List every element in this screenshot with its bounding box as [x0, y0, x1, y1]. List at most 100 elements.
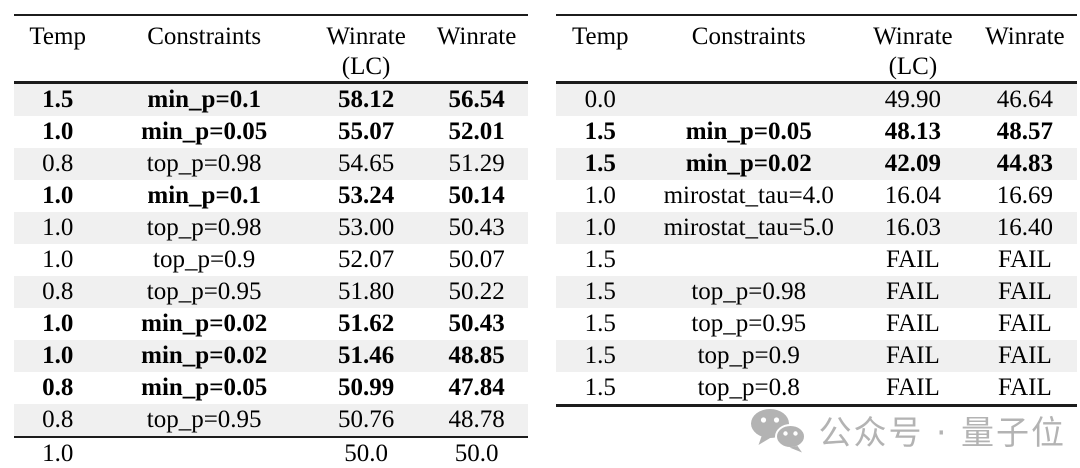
- cell-constraints: min_p=0.02: [141, 342, 268, 369]
- table-row: 0.8 top_p=0.95 51.80 50.22: [14, 276, 528, 308]
- cell-temp: 1.5: [42, 86, 74, 113]
- cell-constraints: min_p=0.05: [141, 374, 268, 401]
- cell-winrate: 56.54: [448, 86, 505, 113]
- cell-temp: 1.5: [584, 246, 616, 273]
- cell-winrate_lc: 16.04: [884, 182, 941, 209]
- cell-temp: 1.0: [42, 118, 74, 145]
- cell-winrate_lc: 50.0: [306, 436, 426, 468]
- cell-temp: 1.0: [42, 182, 74, 209]
- cell-temp: 0.8: [42, 374, 74, 401]
- cell-winrate_lc: 54.65: [337, 150, 395, 177]
- cell-winrate: 50.14: [448, 182, 505, 209]
- cell-temp: 1.0: [42, 246, 74, 273]
- cell-winrate: 16.40: [996, 214, 1054, 241]
- cell-winrate: 50.43: [448, 214, 505, 241]
- column-header: Winrate: [425, 15, 528, 84]
- cell-winrate_lc: FAIL: [886, 246, 940, 273]
- cell-winrate_lc: 58.12: [337, 86, 395, 113]
- table-row: 0.8 min_p=0.05 50.99 47.84: [14, 372, 528, 404]
- cell-winrate: 52.01: [448, 118, 505, 145]
- watermark: 公众号 · 量子位: [749, 406, 1066, 454]
- cell-constraints: min_p=0.05: [685, 118, 812, 145]
- cell-winrate_lc: 51.62: [337, 310, 395, 337]
- cell-winrate: 50.43: [448, 310, 505, 337]
- cell-winrate: FAIL: [998, 374, 1052, 401]
- cell-winrate_lc: FAIL: [886, 374, 940, 401]
- cell-constraints: min_p=0.02: [141, 310, 268, 337]
- cell-winrate_lc: 49.90: [884, 86, 941, 113]
- table-row: 1.0 top_p=0.9 52.07 50.07: [14, 244, 528, 276]
- cell-temp: 1.5: [584, 342, 616, 369]
- cell-constraints: top_p=0.98: [146, 214, 262, 241]
- cell-winrate_lc: 42.09: [884, 150, 941, 177]
- cell-constraints: top_p=0.9: [697, 342, 800, 369]
- cell-constraints: [645, 83, 853, 117]
- cell-temp: 1.0: [584, 182, 616, 209]
- table-row: 1.0 50.0 50.0: [14, 436, 528, 468]
- cell-constraints: [645, 244, 853, 276]
- cell-winrate: 50.0: [425, 436, 528, 468]
- cell-temp: 1.5: [584, 310, 616, 337]
- cell-winrate_lc: FAIL: [886, 278, 940, 305]
- cell-winrate: 48.57: [996, 118, 1054, 145]
- cell-constraints: top_p=0.8: [697, 374, 800, 401]
- cell-constraints: min_p=0.05: [141, 118, 268, 145]
- cell-winrate: 46.64: [996, 86, 1054, 113]
- table-row: 1.5 top_p=0.98 FAIL FAIL: [556, 276, 1077, 308]
- table-row: 1.5 min_p=0.05 48.13 48.57: [556, 116, 1077, 148]
- table-row: 1.0 min_p=0.02 51.46 48.85: [14, 340, 528, 372]
- cell-constraints: [101, 436, 307, 468]
- cell-temp: 1.5: [584, 374, 616, 401]
- cell-constraints: mirostat_tau=4.0: [663, 182, 834, 209]
- cell-winrate_lc: 55.07: [337, 118, 395, 145]
- winrate-table-right: Temp Constraints Winrate (LC) Winrate 0.0 49.…: [556, 14, 1077, 407]
- table-row: 1.0 min_p=0.05 55.07 52.01: [14, 116, 528, 148]
- header-row: Temp Constraints Winrate (LC) Winrate: [14, 15, 528, 84]
- cell-winrate_lc: 52.07: [337, 246, 395, 273]
- cell-winrate_lc: 51.46: [337, 342, 395, 369]
- cell-constraints: mirostat_tau=5.0: [663, 214, 834, 241]
- table-row: 1.0 min_p=0.1 53.24 50.14: [14, 180, 528, 212]
- column-header: Temp: [14, 15, 102, 84]
- cell-winrate: 50.22: [448, 278, 505, 305]
- column-header: Winrate (LC): [852, 15, 973, 84]
- cell-constraints: min_p=0.1: [147, 182, 261, 209]
- cell-winrate_lc: 51.80: [337, 278, 395, 305]
- cell-constraints: top_p=0.95: [146, 406, 262, 433]
- cell-winrate: FAIL: [998, 246, 1052, 273]
- column-header: Constraints: [101, 15, 307, 84]
- cell-temp: 1.5: [584, 150, 616, 177]
- table-row: 0.0 49.90 46.64: [556, 82, 1077, 117]
- cell-winrate: FAIL: [998, 342, 1052, 369]
- table-row: 1.0 mirostat_tau=5.0 16.03 16.40: [556, 212, 1077, 244]
- table-row: 1.5 min_p=0.02 42.09 44.83: [556, 148, 1077, 180]
- table-row: 1.5 min_p=0.1 58.12 56.54: [14, 82, 528, 116]
- cell-temp: 1.0: [42, 310, 74, 337]
- cell-winrate: 51.29: [448, 150, 505, 177]
- cell-winrate_lc: 53.24: [337, 182, 395, 209]
- cell-winrate: FAIL: [998, 278, 1052, 305]
- cell-constraints: min_p=0.1: [147, 86, 261, 113]
- column-header: Temp: [556, 15, 645, 84]
- cell-winrate_lc: 53.00: [337, 214, 395, 241]
- cell-constraints: top_p=0.98: [691, 278, 807, 305]
- table-row: 1.0 mirostat_tau=4.0 16.04 16.69: [556, 180, 1077, 212]
- winrate-table-left: Temp Constraints Winrate (LC) Winrate 1.5 min…: [14, 14, 528, 468]
- cell-temp: 1.0: [584, 214, 616, 241]
- cell-temp: 1.0: [14, 436, 102, 468]
- cell-temp: 1.5: [584, 118, 616, 145]
- cell-temp: 1.0: [42, 214, 74, 241]
- header-row: Temp Constraints Winrate (LC) Winrate: [556, 15, 1077, 84]
- table-row: 1.5 FAIL FAIL: [556, 244, 1077, 276]
- cell-constraints: top_p=0.98: [146, 150, 262, 177]
- cell-constraints: min_p=0.02: [685, 150, 812, 177]
- cell-temp: 0.8: [42, 406, 74, 433]
- cell-winrate: 48.78: [448, 406, 505, 433]
- cell-winrate: 47.84: [448, 374, 505, 401]
- table-row: 0.8 top_p=0.95 50.76 48.78: [14, 404, 528, 437]
- cell-winrate: 44.83: [996, 150, 1054, 177]
- table-row: 1.5 top_p=0.95 FAIL FAIL: [556, 308, 1077, 340]
- cell-winrate_lc: 50.99: [337, 374, 395, 401]
- cell-winrate: FAIL: [998, 310, 1052, 337]
